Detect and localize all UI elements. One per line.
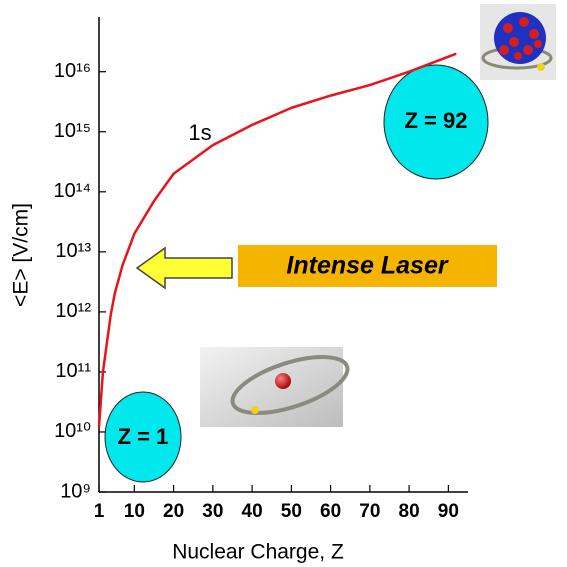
chart: Intense Laser Z = 92 Z = 1 1s Nuclear Ch… [0, 0, 567, 567]
y-tick-label: 10¹⁶ [54, 60, 91, 82]
y-tick-label: 10¹² [55, 300, 91, 322]
x-tick-label: 10 [124, 501, 145, 522]
x-tick-label: 1 [94, 501, 105, 522]
x-tick-label: 50 [281, 501, 302, 522]
y-tick-label: 10¹¹ [55, 360, 91, 382]
annotation: Z = 92 [405, 108, 468, 133]
y-tick-label: 10¹⁴ [54, 180, 92, 202]
x-tick-label: 30 [202, 501, 223, 522]
y-tick-label: 10¹³ [55, 240, 91, 262]
x-tick-label: 60 [320, 501, 341, 522]
annotation: 1s [188, 120, 211, 145]
atom-image [200, 346, 354, 427]
y-axis-label: <E> [V/cm] [10, 203, 33, 307]
x-tick-label: 20 [163, 501, 184, 522]
arrow [137, 248, 232, 288]
x-tick-label: 90 [438, 501, 459, 522]
x-axis-label: Nuclear Charge, Z [172, 541, 344, 564]
x-tick-label: 80 [399, 501, 420, 522]
y-tick-label: 10⁹ [60, 480, 91, 502]
y-tick-label: 10¹⁰ [54, 420, 91, 442]
x-tick-label: 70 [359, 501, 380, 522]
annotation: Intense Laser [286, 252, 448, 280]
y-tick-label: 10¹⁵ [54, 120, 91, 142]
x-tick-label: 40 [242, 501, 263, 522]
nucleus-image [480, 4, 556, 80]
annotation: Z = 1 [118, 424, 169, 449]
